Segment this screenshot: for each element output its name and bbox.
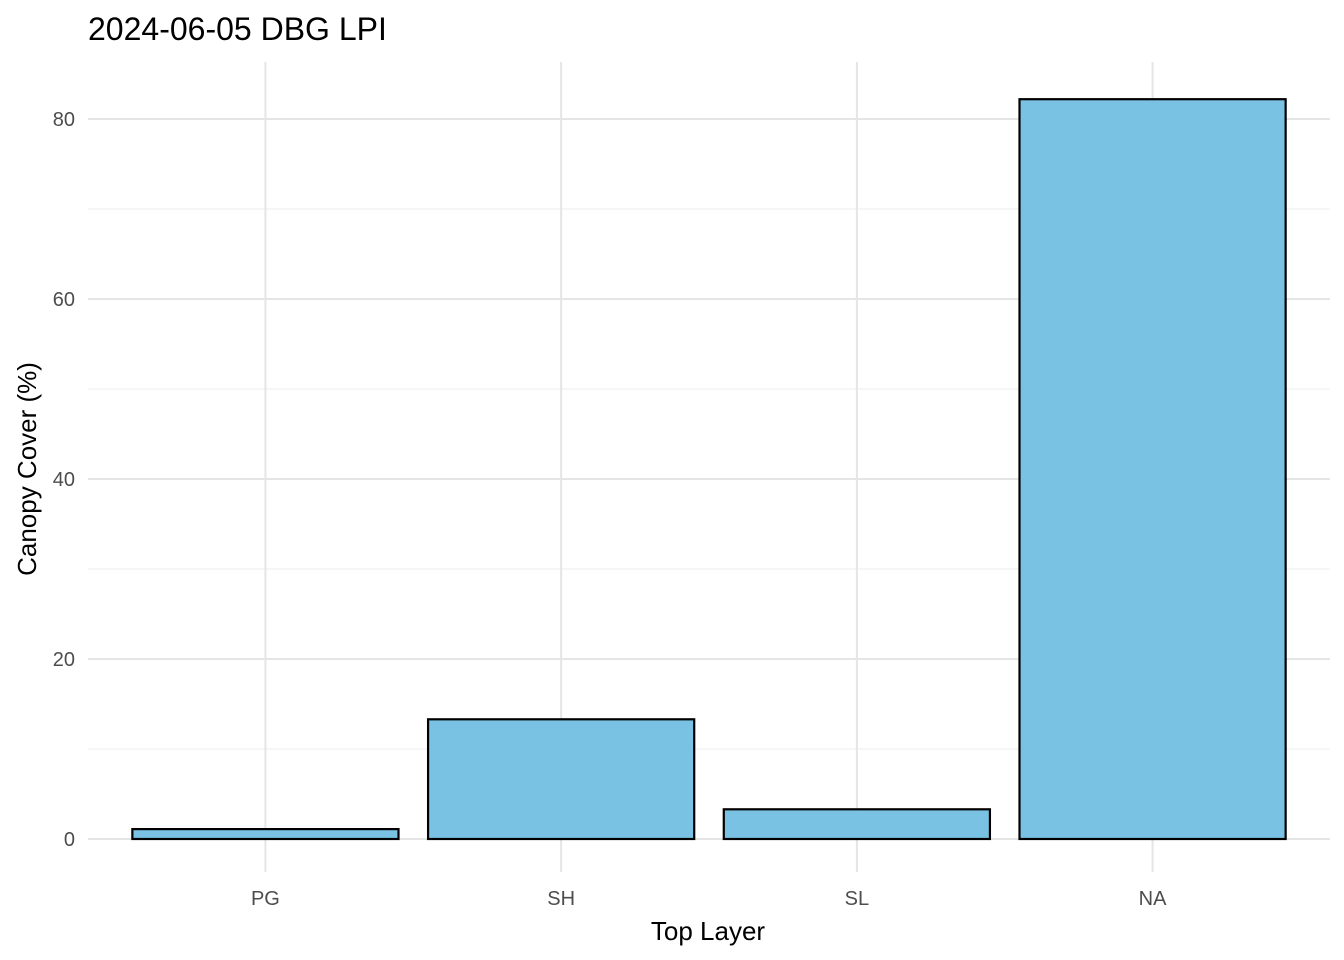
bar-na [1018, 98, 1287, 841]
bars [131, 98, 1287, 841]
x-axis-ticks: PG SH SL NA [251, 888, 1167, 910]
y-tick-label: 60 [53, 289, 75, 311]
chart-title: 2024-06-05 DBG LPI [88, 11, 387, 47]
x-tick-label: SH [547, 888, 575, 910]
x-tick-label: NA [1139, 888, 1167, 910]
bar-pg [131, 827, 400, 841]
x-tick-label: PG [251, 888, 280, 910]
bar-sl [722, 808, 992, 841]
y-tick-label: 0 [64, 829, 75, 851]
y-tick-label: 20 [53, 649, 75, 671]
x-tick-label: SL [845, 888, 869, 910]
y-tick-label: 40 [53, 469, 75, 491]
x-axis-title: Top Layer [651, 916, 766, 946]
y-tick-label: 80 [53, 109, 75, 131]
bar-sh [426, 718, 696, 841]
y-axis-ticks: 0 20 40 60 80 [53, 109, 75, 851]
y-axis-title: Canopy Cover (%) [12, 362, 42, 576]
